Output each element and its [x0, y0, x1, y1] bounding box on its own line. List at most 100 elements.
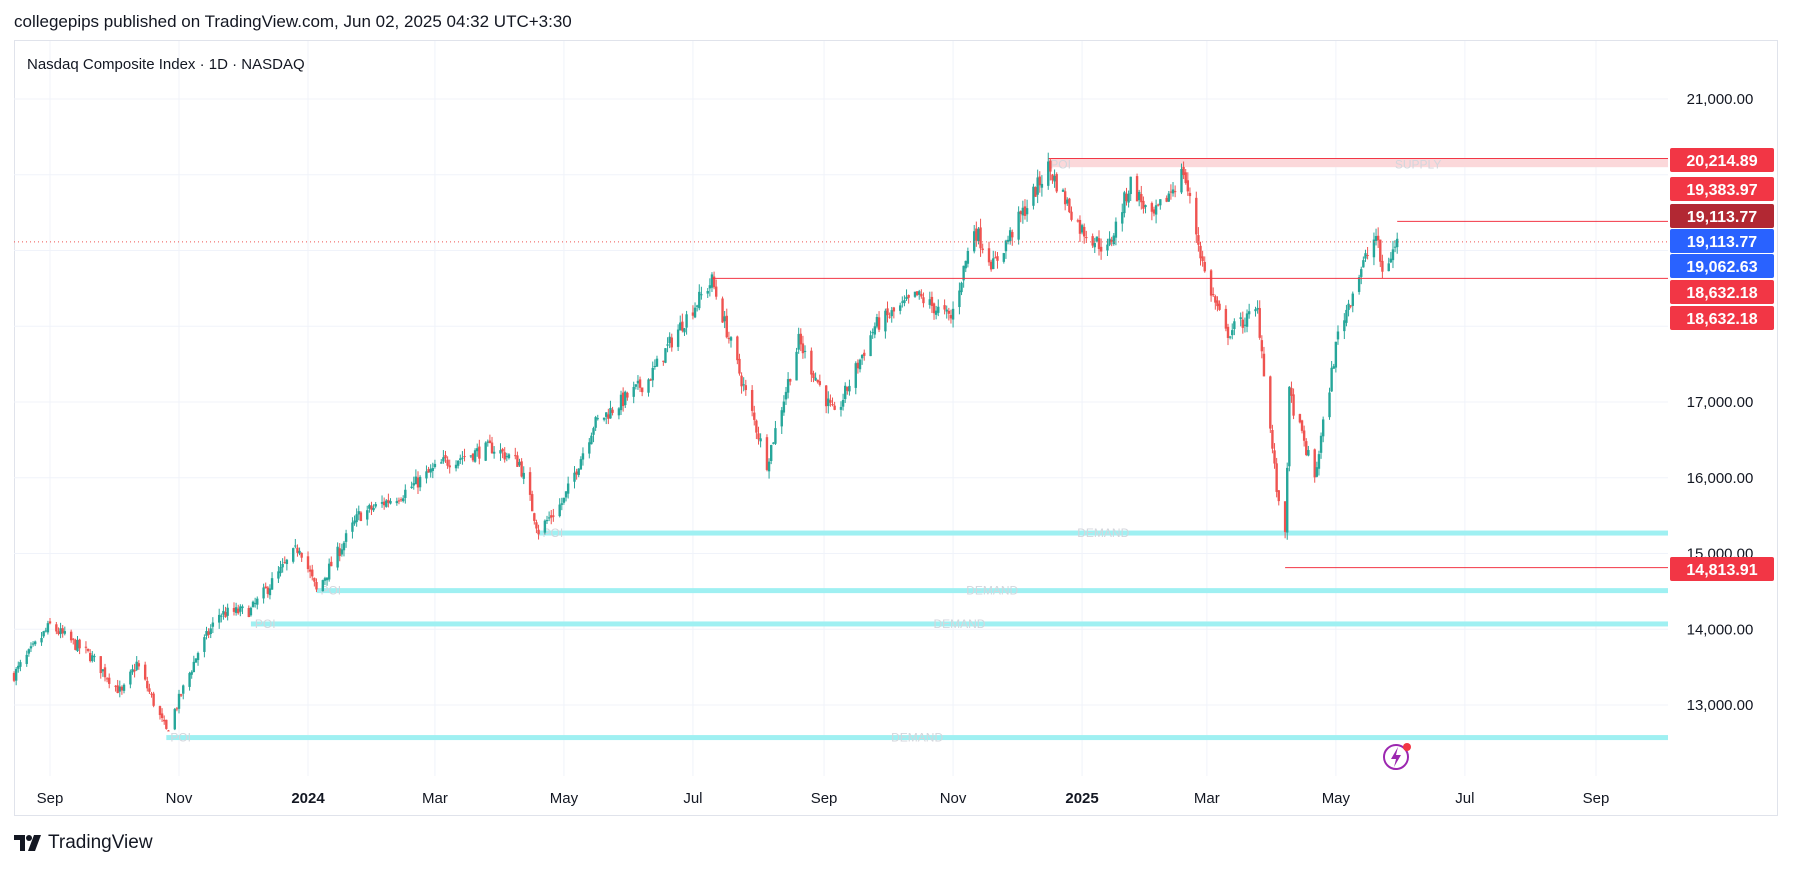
candle-body — [573, 472, 576, 482]
candle-body — [131, 669, 134, 673]
candle-body — [1334, 341, 1338, 368]
candle-body — [277, 571, 280, 579]
candle-body — [1275, 463, 1278, 492]
candle-body — [414, 476, 418, 485]
candle-body — [1091, 236, 1094, 246]
candle-body — [812, 373, 815, 378]
candle-body — [1025, 208, 1029, 215]
candle-body — [863, 352, 866, 356]
candle-body — [846, 386, 849, 391]
candle-body — [655, 358, 659, 367]
price-tag[interactable]: 14,813.91 — [1670, 557, 1774, 581]
candle-body — [744, 385, 748, 391]
price-tag[interactable]: 19,113.77 — [1670, 204, 1774, 228]
candle-body — [1239, 317, 1242, 320]
price-tag-label: 19,383.97 — [1686, 182, 1757, 199]
candle-body — [285, 559, 289, 565]
candle-body — [88, 652, 92, 662]
candle-body — [977, 228, 980, 242]
alert-icon[interactable] — [1383, 743, 1411, 770]
candle-body — [492, 451, 496, 454]
candle-body — [736, 336, 739, 361]
price-tag[interactable]: 19,062.63 — [1670, 254, 1774, 278]
candle-body — [858, 359, 862, 370]
candle-body — [1123, 192, 1126, 214]
candle-body — [1201, 256, 1204, 262]
price-tag[interactable]: 18,632.18 — [1670, 280, 1774, 304]
x-tick-label: Sep — [37, 790, 64, 807]
candle-body — [1159, 199, 1162, 206]
candle-body — [994, 257, 997, 259]
candle-body — [93, 656, 96, 658]
candle-body — [1360, 269, 1363, 277]
candle-body — [960, 282, 963, 293]
candle-body — [192, 661, 196, 673]
candle-body — [1245, 313, 1249, 327]
candle-body — [380, 502, 384, 504]
candle-body — [1078, 219, 1082, 234]
candle-body — [315, 581, 318, 590]
candle-body — [1095, 236, 1099, 242]
candle-body — [194, 658, 198, 663]
candle-body — [266, 587, 270, 594]
candle-body — [987, 248, 991, 263]
candle-body — [947, 310, 951, 314]
candle-body — [281, 563, 284, 568]
candle-body — [1063, 191, 1067, 205]
candle-body — [353, 520, 356, 524]
candle-body — [966, 251, 970, 264]
candle-body — [1203, 261, 1206, 272]
price-tag[interactable]: 19,113.77 — [1670, 229, 1774, 253]
candle-body — [76, 639, 79, 652]
poi-label: POI — [1050, 157, 1071, 171]
candle-body — [484, 442, 487, 461]
candle-body — [871, 332, 874, 334]
price-axis: 21,000.0017,000.0016,000.0015,000.0014,0… — [1687, 91, 1754, 714]
candle-body — [486, 441, 489, 443]
candle-body — [890, 310, 893, 317]
candle-body — [108, 677, 111, 684]
candle-body — [624, 391, 627, 406]
candle-body — [706, 290, 709, 294]
candle-body — [714, 286, 718, 297]
candle-body — [545, 520, 549, 522]
candle-body — [1300, 420, 1304, 431]
candle-body — [945, 309, 948, 312]
price-tag[interactable]: 18,632.18 — [1670, 306, 1774, 330]
candle-body — [366, 510, 369, 520]
candle-body — [738, 358, 741, 374]
tradingview-brand[interactable]: TradingView — [14, 832, 153, 854]
candle-body — [668, 336, 671, 344]
candle-body — [769, 445, 773, 461]
candle-body — [1167, 193, 1170, 202]
candle-body — [1099, 246, 1103, 252]
candle-body — [1129, 176, 1132, 195]
candle-body — [547, 517, 551, 519]
price-tag[interactable]: 20,214.89 — [1670, 148, 1774, 172]
candle-body — [1068, 198, 1071, 213]
demand-zone — [166, 735, 1669, 741]
candle-body — [740, 375, 743, 387]
candle-body — [501, 449, 504, 452]
candle-body — [1241, 319, 1245, 328]
candle-body — [1343, 320, 1346, 332]
candle-body — [148, 688, 151, 692]
candle-body — [605, 412, 608, 417]
candle-body — [399, 499, 403, 501]
candle-body — [160, 713, 164, 719]
candle-body — [1076, 220, 1080, 222]
candle-body — [427, 469, 430, 473]
candle-body — [750, 389, 754, 411]
candle-body — [886, 308, 889, 316]
price-tag[interactable]: 19,383.97 — [1670, 177, 1774, 201]
candle-body — [1228, 336, 1232, 338]
candle-body — [1008, 230, 1012, 242]
candle-body — [530, 494, 534, 512]
y-tick-label: 13,000.00 — [1687, 697, 1754, 714]
candle-body — [321, 580, 325, 592]
candle-body — [357, 511, 360, 515]
x-tick-label: May — [1322, 790, 1351, 807]
candle-body — [621, 392, 625, 407]
x-tick-label: Nov — [166, 790, 193, 807]
